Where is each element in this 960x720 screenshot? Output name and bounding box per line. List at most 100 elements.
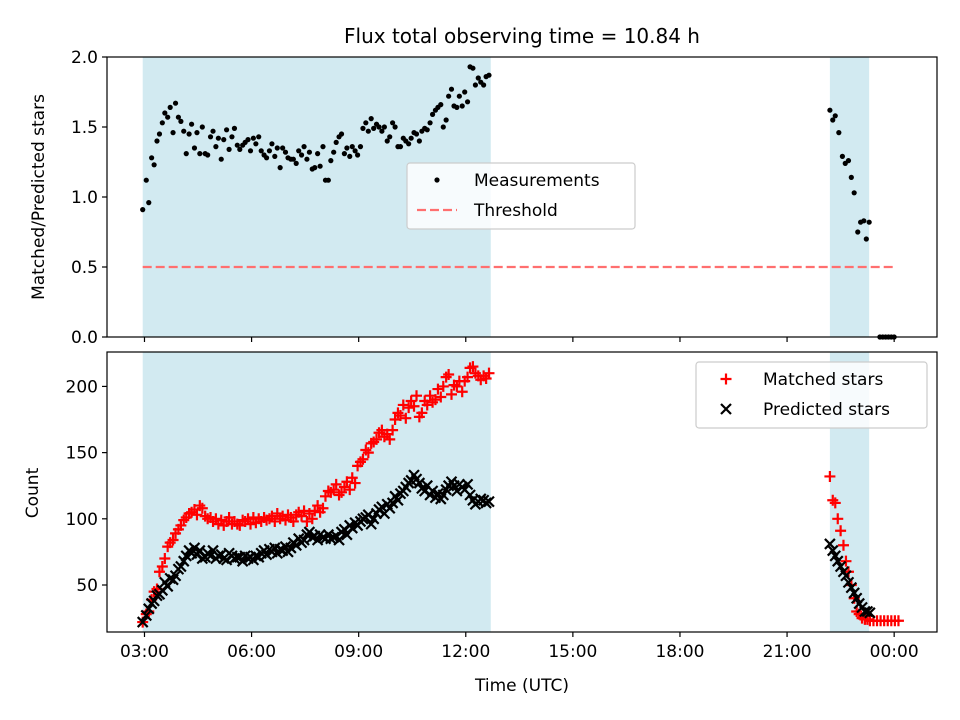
legend-box <box>406 162 636 230</box>
y-tick-label: 200 <box>66 377 98 397</box>
data-point <box>438 102 444 108</box>
data-point <box>446 93 452 99</box>
data-point <box>384 138 390 144</box>
data-point <box>829 497 841 509</box>
observing-window-shade <box>829 57 870 337</box>
x-tick-label: 09:00 <box>334 642 383 662</box>
data-point <box>317 502 329 514</box>
data-point <box>381 124 387 130</box>
data-point <box>181 128 187 134</box>
data-point <box>355 152 361 158</box>
y-axis-label-top: Matched/Predicted stars <box>29 94 49 300</box>
legend-label: Matched stars <box>763 370 883 390</box>
data-point <box>274 145 280 151</box>
data-point <box>341 151 347 157</box>
data-point <box>159 120 165 126</box>
data-point <box>290 156 296 162</box>
data-point <box>443 117 449 123</box>
y-tick-label: 1.0 <box>71 188 98 208</box>
data-point <box>172 100 179 106</box>
data-point <box>167 104 173 110</box>
data-point <box>408 135 414 141</box>
data-point <box>448 86 455 92</box>
data-point <box>146 200 152 206</box>
legend-box <box>695 361 928 429</box>
data-point <box>156 131 163 137</box>
data-point <box>223 127 230 133</box>
data-point <box>416 407 428 419</box>
data-point <box>440 124 446 130</box>
data-point <box>483 367 495 379</box>
data-point <box>330 478 342 490</box>
data-point <box>301 144 307 150</box>
data-point <box>454 104 460 110</box>
data-point <box>175 114 181 120</box>
data-point <box>245 518 257 530</box>
data-point <box>462 371 474 383</box>
y-tick-label: 0.0 <box>71 328 98 348</box>
data-point <box>451 380 463 392</box>
data-point <box>397 144 404 150</box>
data-point <box>360 125 366 131</box>
legend-label: Measurements <box>474 171 600 191</box>
data-point <box>231 125 238 131</box>
data-point <box>277 165 283 171</box>
data-point <box>154 138 160 144</box>
data-point <box>413 131 420 137</box>
data-point <box>456 93 462 99</box>
data-point <box>194 130 200 136</box>
data-point <box>840 555 852 567</box>
data-point <box>221 137 227 143</box>
data-point <box>435 391 447 403</box>
data-point <box>427 120 433 126</box>
data-point <box>186 131 192 137</box>
data-point <box>312 165 318 171</box>
data-point <box>429 111 436 117</box>
x-tick-label: 15:00 <box>548 642 597 662</box>
data-point <box>403 402 415 414</box>
x-tick-label: 12:00 <box>441 642 490 662</box>
data-point <box>837 539 849 551</box>
data-point <box>472 82 479 88</box>
data-point <box>242 513 254 525</box>
data-point <box>347 153 353 159</box>
data-point <box>322 485 334 497</box>
data-point <box>349 144 355 150</box>
y-tick-label: 1.5 <box>71 118 98 138</box>
data-point <box>848 174 854 180</box>
data-point <box>333 139 339 145</box>
data-point <box>210 128 216 134</box>
data-point <box>296 148 302 154</box>
legend-label: Threshold <box>473 201 558 221</box>
data-point <box>269 141 275 147</box>
chart-title: Flux total observing time = 10.84 h <box>344 24 700 48</box>
data-point <box>328 484 340 496</box>
data-point <box>156 560 168 572</box>
data-point <box>178 118 184 124</box>
data-point <box>317 163 323 169</box>
data-point <box>371 433 383 445</box>
data-point <box>199 124 205 130</box>
data-point <box>387 134 393 140</box>
data-point <box>824 538 836 550</box>
data-point <box>293 160 299 166</box>
data-point <box>445 388 457 400</box>
data-point <box>389 120 396 126</box>
data-point <box>218 156 224 162</box>
data-point <box>237 514 249 526</box>
data-point <box>344 145 350 151</box>
data-point <box>159 553 171 565</box>
y-tick-label: 0.5 <box>71 258 98 278</box>
data-point <box>320 144 326 150</box>
data-point <box>839 153 845 159</box>
data-point <box>213 144 219 150</box>
data-point <box>183 151 189 157</box>
data-point <box>866 219 872 225</box>
data-point <box>368 116 374 122</box>
data-point <box>167 534 179 546</box>
data-point <box>215 514 227 526</box>
data-point <box>170 130 176 136</box>
data-point <box>325 177 331 183</box>
data-point <box>191 509 203 521</box>
data-point <box>456 386 468 398</box>
